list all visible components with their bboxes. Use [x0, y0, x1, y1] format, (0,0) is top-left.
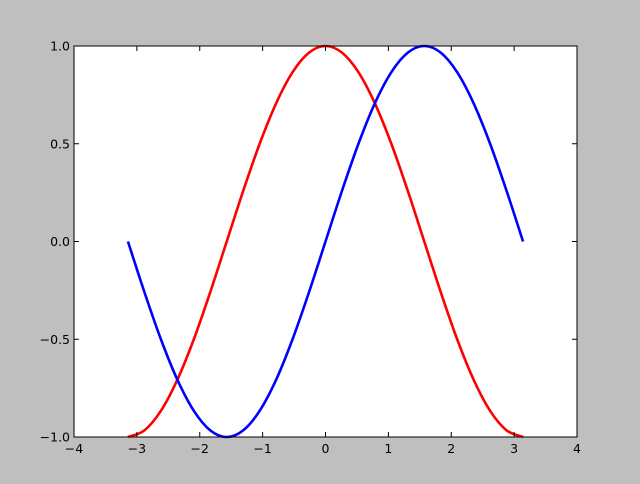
x-tick-label: −3 [128, 441, 146, 456]
x-tick-label: 0 [322, 441, 330, 456]
series-line-1 [126, 44, 525, 439]
x-tick-label: 3 [510, 441, 518, 456]
y-tick-label: 1.0 [50, 39, 70, 54]
y-tick-label: −1.0 [40, 430, 70, 445]
x-tick-label: −4 [65, 441, 83, 456]
x-tick-label: 4 [573, 441, 581, 456]
x-tick-label: 1 [384, 441, 392, 456]
x-tick-label: −1 [253, 441, 271, 456]
x-tick-label: −2 [191, 441, 209, 456]
y-tick-label: −0.5 [40, 332, 70, 347]
y-tick-label: 0.5 [50, 136, 70, 151]
x-tick-label: 2 [447, 441, 455, 456]
y-tick-label: 0.0 [50, 234, 70, 249]
